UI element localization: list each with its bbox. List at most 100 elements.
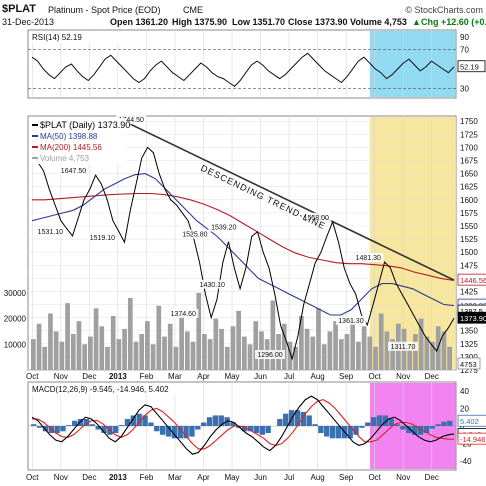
- macd-histogram-bar: [318, 426, 324, 434]
- macd-histogram-bar: [54, 426, 60, 434]
- price-y-tick-label: 1650: [460, 170, 478, 179]
- macd-histogram-bar: [417, 426, 424, 435]
- macd-histogram-bar: [101, 426, 107, 434]
- macd-x-tick-label: Feb: [140, 473, 154, 482]
- price-line: [31, 146, 455, 361]
- price-y-tick-label: 1600: [460, 196, 478, 205]
- macd-histogram-bar: [423, 426, 430, 434]
- trendline: [129, 123, 455, 281]
- macd-histogram-bar: [60, 426, 66, 432]
- price-annotation-bg: [353, 252, 384, 262]
- price-x-tick-label: Jul: [284, 372, 294, 381]
- macd-histogram-bar: [159, 426, 166, 435]
- macd-x-tick-label: Nov: [396, 473, 410, 482]
- volume-current-box: [457, 357, 481, 370]
- volume-bar: [105, 346, 110, 370]
- macd-histogram-bar: [382, 415, 389, 426]
- macd-x-tick-label: Oct: [26, 473, 39, 482]
- macd-histogram-bar: [142, 415, 148, 426]
- price-annotation-bg: [387, 341, 418, 351]
- volume-bar: [447, 346, 452, 370]
- volume-bar: [150, 344, 156, 370]
- macd-histogram-bar: [429, 426, 435, 429]
- volume-bar: [162, 336, 167, 370]
- price-x-tick-label: Nov: [396, 372, 410, 381]
- price-current-label: 1446.56: [460, 276, 486, 285]
- macd-y-tick-label: -40: [460, 457, 472, 466]
- macd-x-tick-label: Dec: [82, 473, 96, 482]
- volume-bar: [333, 321, 338, 370]
- volume-bar: [253, 321, 259, 370]
- macd-histogram-bar: [66, 425, 72, 426]
- macd-histogram-bar: [136, 413, 142, 426]
- price-annotation-label: 1539.20: [211, 225, 236, 232]
- volume-current-label: 4753: [460, 360, 477, 369]
- price-annotation-label: 1361.30: [338, 318, 363, 325]
- macd-histogram-bar: [312, 424, 318, 426]
- quote-close: Close 1373.90: [288, 17, 348, 27]
- price-annotation-bg: [58, 165, 89, 175]
- macd-x-tick-label: Dec: [425, 473, 439, 482]
- quote-volume: Volume 4,753: [350, 17, 407, 27]
- price-annotation-label: 1531.10: [38, 229, 63, 236]
- macd-histogram-bar: [72, 420, 78, 426]
- macd-histogram-bar: [206, 417, 213, 426]
- volume-bar: [418, 318, 424, 370]
- volume-bar: [167, 323, 173, 370]
- rsi-current-box: [457, 60, 486, 73]
- volume-bar: [173, 346, 179, 370]
- volume-bar: [70, 334, 76, 370]
- volume-bar: [350, 318, 356, 370]
- volume-bar: [361, 326, 367, 370]
- price-annotation-bg: [35, 226, 66, 236]
- price-x-tick-label: Dec: [425, 372, 439, 381]
- macd-histogram-bar: [411, 426, 418, 435]
- chart-exchange: CME: [183, 5, 203, 15]
- macd-histogram-bar: [247, 426, 254, 432]
- price-panel-highlight: [370, 117, 456, 369]
- macd-histogram-bar: [441, 421, 447, 426]
- price-current-box: [457, 273, 486, 286]
- macd-histogram-bar: [218, 415, 224, 426]
- price-x-tick-label: Feb: [140, 372, 154, 381]
- macd-x-tick-label: Jul: [284, 473, 294, 482]
- macd-histogram-bar: [195, 426, 201, 430]
- volume-bar: [127, 298, 133, 370]
- macd-y-tick-label: 20: [460, 404, 469, 413]
- macd-histogram-bar: [277, 418, 283, 426]
- price-y-tick-label: 1675: [460, 157, 478, 166]
- volume-bar: [48, 313, 53, 370]
- price-annotation-label: 1525.80: [182, 232, 207, 239]
- price-annotation-bg: [179, 229, 210, 239]
- price-y-tick-label: 1725: [460, 130, 478, 139]
- price-annotation-bg: [335, 315, 366, 325]
- volume-bar: [430, 341, 435, 370]
- price-y-tick-label: 1625: [460, 183, 478, 192]
- volume-bar: [196, 292, 202, 370]
- macd-histogram-bar: [148, 422, 154, 426]
- quote-high: High 1375.90: [172, 17, 228, 27]
- price-y-tick-label: 1700: [460, 143, 478, 152]
- macd-histogram-bar: [447, 420, 453, 426]
- macd-histogram-bar: [89, 424, 95, 426]
- macd-histogram-bar: [253, 426, 260, 434]
- volume-bar: [247, 344, 253, 370]
- volume-bar: [299, 316, 304, 370]
- macd-histogram-bar: [435, 424, 441, 426]
- macd-x-tick-label: Mar: [168, 473, 182, 482]
- macd-histogram-bar: [212, 415, 219, 426]
- volume-bar: [207, 339, 213, 370]
- rsi-legend-bg: [30, 32, 120, 43]
- volume-bar: [93, 308, 99, 370]
- macd-histogram-bar: [394, 424, 400, 426]
- price-annotation-label: 1311.70: [391, 344, 416, 351]
- macd-histogram-bar: [154, 426, 160, 432]
- volume-bar: [316, 308, 321, 370]
- macd-histogram-bar: [283, 413, 289, 426]
- macd-histogram-bar: [177, 426, 183, 439]
- macd-histogram-bar: [347, 426, 353, 439]
- macd-histogram-bar: [359, 426, 365, 428]
- macd-histogram-bar: [36, 426, 43, 428]
- macd-x-tick-label: Apr: [197, 473, 210, 482]
